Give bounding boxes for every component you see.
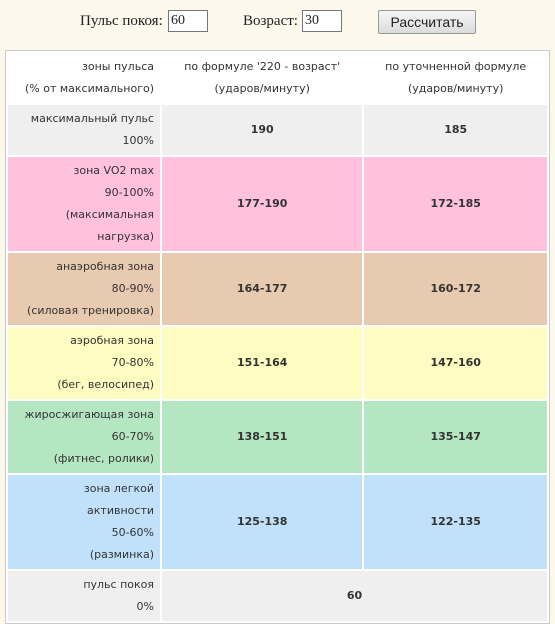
zone-value: 138-151 [162,401,363,473]
zone-label: максимальный пульс 100% [8,105,160,155]
zone-text: максимальный пульс [30,112,154,125]
zone-label: пульс покоя 0% [8,571,160,621]
zone-value: 60 [162,571,547,621]
zone-text: зона легкой активности [83,482,154,517]
header-text: (% от максимального) [24,82,154,95]
header-row: зоны пульса (% от максимального) по формул… [8,53,547,103]
zones-table: зоны пульса (% от максимального) по формул… [5,50,550,624]
header-text: (ударов/минуту) [214,82,310,95]
header-cell: по уточненной формуле (ударов/минуту) [364,53,547,103]
zone-text: 70-80% [111,356,154,369]
zone-row: аэробная зона 70-80% (бег, велосипед) 151-1… [8,327,547,399]
zone-row: зона VO2 max 90-100% (максимальная нагрузк… [8,157,547,251]
header-text: зоны пульса [82,60,154,73]
zone-row: максимальный пульс 100% 190 185 [8,105,547,155]
pulse-label: Пульс покоя: [80,13,163,29]
pulse-input[interactable]: 60 [168,10,208,32]
zone-row: пульс покоя 0% 60 [8,571,547,621]
zone-text: (фитнес, ролики) [53,452,154,465]
header-text: по уточненной формуле [385,60,527,73]
zone-label: зона легкой активности 50-60% (разминка) [8,475,160,569]
zone-text: пульс покоя [83,578,154,591]
zone-text: 90-100% [104,186,154,199]
header-text: по формуле '220 - возраст' [184,60,341,73]
zone-label: аэробная зона 70-80% (бег, велосипед) [8,327,160,399]
zone-text: (разминка) [89,548,154,561]
zone-text: (максимальная нагрузка) [65,208,154,243]
zone-label: зона VO2 max 90-100% (максимальная нагрузк… [8,157,160,251]
header-text: (ударов/минуту) [407,82,504,95]
calculate-button[interactable]: Рассчитать [378,10,476,34]
zone-value: 160-172 [364,253,547,325]
form: Пульс покоя: 60 Возраст: 30 Рассчитать [0,9,555,35]
zone-text: 60-70% [111,430,154,443]
zone-label: жиросжигающая зона 60-70% (фитнес, ролики) [8,401,160,473]
zone-row: жиросжигающая зона 60-70% (фитнес, ролики)… [8,401,547,473]
age-input[interactable]: 30 [302,10,342,32]
zone-value: 177-190 [162,157,363,251]
zone-text: жиросжигающая зона [24,408,154,421]
zone-text: (силовая тренировка) [27,304,154,317]
zone-row: анаэробная зона 80-90% (силовая тренировка… [8,253,547,325]
zone-text: 80-90% [111,282,154,295]
zone-value: 135-147 [364,401,547,473]
zone-text: 50-60% [111,526,154,539]
zone-row: зона легкой активности 50-60% (разминка) 12… [8,475,547,569]
zone-value: 122-135 [364,475,547,569]
zone-value: 185 [364,105,547,155]
zone-text: анаэробная зона [56,260,154,273]
zone-label: анаэробная зона 80-90% (силовая тренировка… [8,253,160,325]
zone-text: аэробная зона [70,334,154,347]
header-cell: зоны пульса (% от максимального) [8,53,160,103]
header-cell: по формуле '220 - возраст' (ударов/минуту… [162,53,362,103]
zone-text: 100% [122,134,154,147]
zone-value: 164-177 [162,253,363,325]
zone-text: (бег, велосипед) [57,378,154,391]
zone-value: 190 [162,105,363,155]
page: Пульс покоя: 60 Возраст: 30 Рассчитать з… [0,9,555,624]
zone-value: 125-138 [162,475,363,569]
zone-value: 151-164 [162,327,363,399]
zone-value: 172-185 [364,157,547,251]
zone-value: 147-160 [364,327,547,399]
zone-text: 0% [136,600,154,613]
zone-text: зона VO2 max [73,164,154,177]
age-label: Возраст: [243,13,298,29]
